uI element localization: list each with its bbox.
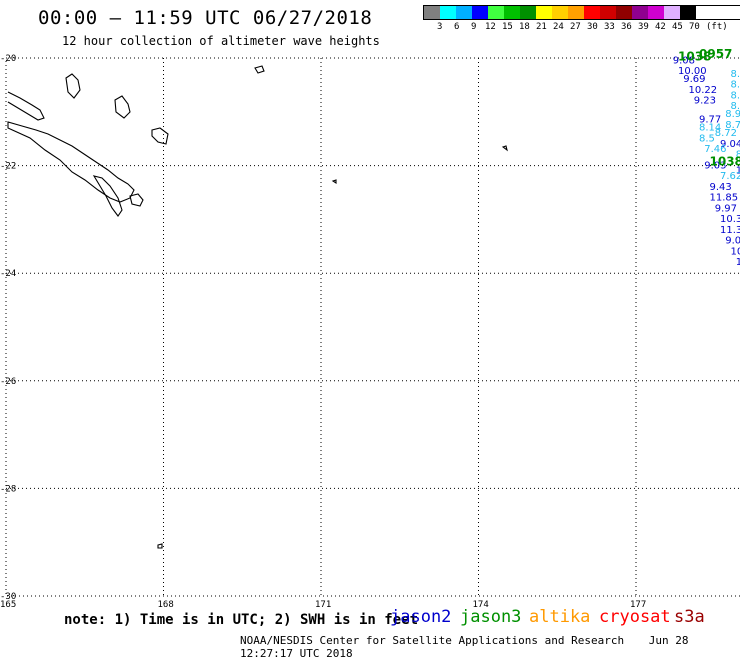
color-swatch (472, 6, 488, 19)
color-swatch (600, 6, 616, 19)
page-title: 00:00 – 11:59 UTC 06/27/2018 (38, 7, 372, 29)
swh-value: 7.46 (704, 144, 726, 155)
lat-label: -30 (0, 592, 16, 602)
swh-value: 8.95 (731, 69, 740, 80)
swh-value: 9.23 (694, 96, 716, 107)
coastline (8, 66, 507, 548)
coastline-path (8, 122, 134, 202)
swh-value: 10.32 (720, 214, 740, 225)
lon-label: 171 (315, 600, 331, 610)
swh-value: 11.85 (710, 193, 739, 204)
color-swatch (488, 6, 504, 19)
lat-label: -26 (0, 377, 16, 387)
color-swatch (648, 6, 664, 19)
color-swatch (632, 6, 648, 19)
legend-altika: altika (529, 607, 590, 627)
coastline-path (152, 128, 168, 144)
swh-value: 9.69 (683, 74, 705, 85)
swh-value: 11.39 (720, 225, 740, 236)
color-scale-label: 39 (638, 22, 649, 32)
color-swatch (552, 6, 568, 19)
color-swatch (680, 6, 696, 19)
color-scale-label: 6 (454, 22, 459, 32)
swh-value: 8.23 (731, 90, 740, 101)
coastline-path (94, 176, 122, 216)
color-scale-label: 15 (502, 22, 513, 32)
swh-value: 8.9 (731, 80, 740, 91)
color-swatch (536, 6, 552, 19)
swh-value: 10.65 (731, 246, 740, 257)
color-scale-label: 33 (604, 22, 615, 32)
legend-s3a: s3a (674, 607, 705, 627)
lon-label: 168 (158, 600, 174, 610)
color-scale-label: 45 (672, 22, 683, 32)
lat-label: -22 (0, 162, 16, 172)
color-scale-label: 70 (689, 22, 700, 32)
color-scale-label: 42 (655, 22, 666, 32)
pass-time-label: 1038 (710, 155, 740, 169)
color-swatch (568, 6, 584, 19)
color-swatch (664, 6, 680, 19)
credit-text: NOAA/NESDIS Center for Satellite Applica… (240, 634, 624, 647)
color-swatch (616, 6, 632, 19)
color-swatch (456, 6, 472, 19)
color-scale-label: 3 (437, 22, 442, 32)
coastline-path (255, 66, 264, 73)
color-scale-label: (ft) (706, 22, 728, 32)
color-scale-label: 24 (553, 22, 564, 32)
legend-cryosat: cryosat (599, 607, 671, 627)
legend-jason2: jason2 (390, 607, 451, 627)
swh-value: 8.72 (715, 128, 737, 139)
swh-value: 9.43 (710, 182, 732, 193)
color-swatch (504, 6, 520, 19)
swh-value: 9.97 (715, 203, 737, 214)
legend-jason3: jason3 (460, 607, 521, 627)
lat-label: -20 (0, 54, 16, 64)
coastline-path (8, 92, 44, 120)
color-scale-label: 36 (621, 22, 632, 32)
coastline-path (115, 96, 130, 118)
color-scale-label: 18 (519, 22, 530, 32)
swh-value: 8.97 (725, 109, 740, 120)
swh-value: 9.06 (725, 236, 740, 247)
color-swatch (424, 6, 440, 19)
color-scale-label: 27 (570, 22, 581, 32)
swh-value: 11.34 (736, 257, 740, 268)
color-swatches (423, 5, 740, 20)
swh-value: 7.62 (720, 171, 740, 182)
coastline-path (503, 146, 507, 150)
footnote: note: 1) Time is in UTC; 2) SWH is in fe… (64, 612, 418, 628)
map-frame (6, 58, 740, 596)
color-swatch (440, 6, 456, 19)
coastline-path (130, 194, 143, 206)
color-scale-label: 9 (471, 22, 476, 32)
pass-time-label: 1038 (678, 50, 711, 64)
footer: NOAA/NESDIS Center for Satellite Applica… (240, 634, 740, 660)
page-subtitle: 12 hour collection of altimeter wave hei… (62, 34, 380, 48)
color-swatch (520, 6, 536, 19)
color-scale-label: 30 (587, 22, 598, 32)
color-scale-label: 12 (485, 22, 496, 32)
lat-label: -28 (0, 484, 16, 494)
color-scale-label: 21 (536, 22, 547, 32)
swh-value: 8.5 (699, 133, 715, 144)
coastline-path (333, 180, 336, 183)
swh-value: 10.22 (689, 85, 718, 96)
coastline-path (66, 74, 80, 98)
color-swatch (584, 6, 600, 19)
lat-label: -24 (0, 269, 16, 279)
coastline-path (158, 544, 162, 548)
